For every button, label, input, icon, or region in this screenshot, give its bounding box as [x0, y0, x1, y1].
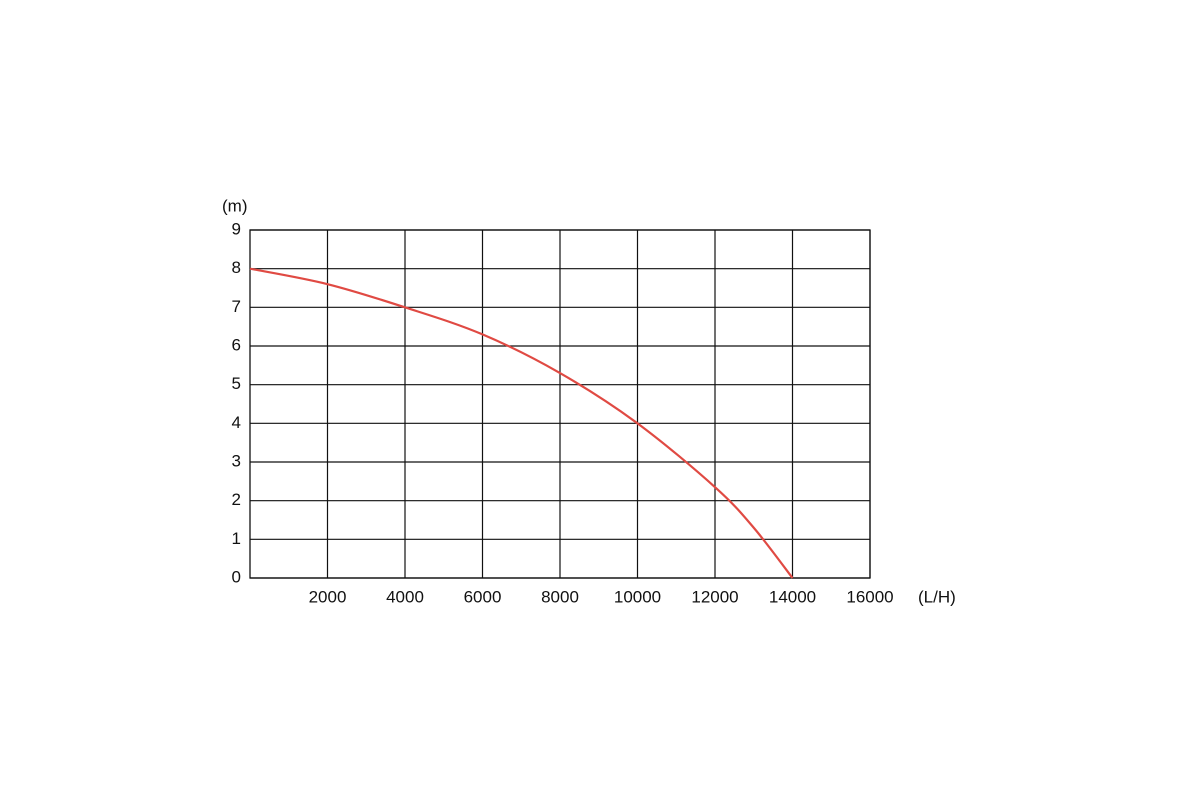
y-tick-label: 1 [232, 529, 241, 548]
x-tick-label: 10000 [614, 587, 661, 606]
x-tick-label: 14000 [769, 587, 816, 606]
x-axis-label: (L/H) [918, 587, 956, 606]
x-tick-label: 4000 [386, 587, 424, 606]
x-tick-label: 6000 [464, 587, 502, 606]
x-tick-label: 12000 [691, 587, 738, 606]
y-tick-label: 6 [232, 335, 241, 354]
y-tick-label: 4 [232, 413, 241, 432]
y-tick-label: 2 [232, 490, 241, 509]
y-tick-label: 5 [232, 374, 241, 393]
curve [249, 267, 794, 579]
y-tick-label: 0 [232, 567, 241, 586]
x-tick-label: 2000 [309, 587, 347, 606]
y-axis-label: (m) [222, 196, 247, 215]
y-tick-label: 7 [232, 297, 241, 316]
y-tick-label: 3 [232, 451, 241, 470]
y-tick-label: 8 [232, 258, 241, 277]
y-tick-label: 9 [232, 219, 241, 238]
x-tick-label: 8000 [541, 587, 579, 606]
x-tick-label: 16000 [846, 587, 893, 606]
